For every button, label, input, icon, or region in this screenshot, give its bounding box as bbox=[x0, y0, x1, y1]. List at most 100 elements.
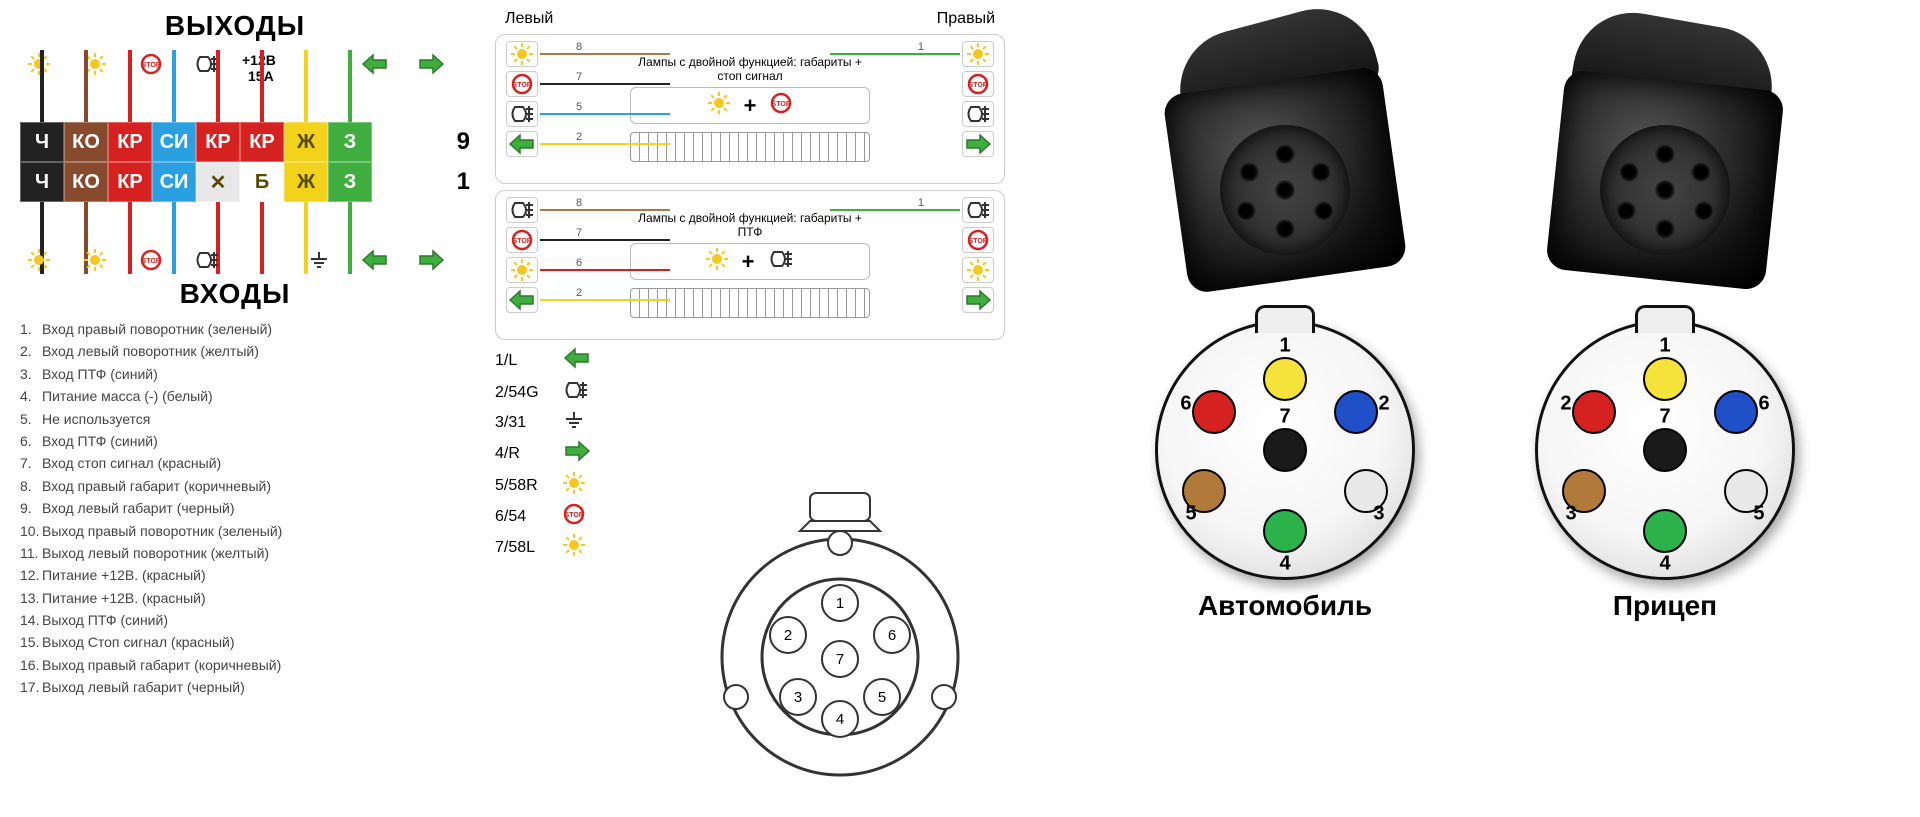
pin-hole bbox=[1239, 162, 1259, 182]
arrow-green-icon bbox=[356, 248, 394, 272]
lamp-box-1: +STOP bbox=[630, 87, 870, 124]
pinout-trailer: 1654327 Прицеп bbox=[1525, 320, 1805, 622]
stop-red-icon: STOP bbox=[506, 227, 538, 253]
pin-hole bbox=[1694, 201, 1714, 221]
pin-label: 7/58L bbox=[495, 539, 549, 557]
plug-photo bbox=[1505, 40, 1825, 300]
wire-num: 7 bbox=[576, 71, 582, 83]
svg-text:5: 5 bbox=[878, 689, 886, 706]
pin-number: 5 bbox=[1185, 502, 1196, 525]
sun-yellow-icon bbox=[962, 257, 994, 283]
legend-item: 16.Выход правый габарит (коричневый) bbox=[20, 654, 450, 676]
svg-text:4: 4 bbox=[836, 711, 844, 728]
legend-item: 8.Вход правый габарит (коричневый) bbox=[20, 475, 450, 497]
legend-item: 15.Выход Стоп сигнал (красный) bbox=[20, 631, 450, 653]
wire-num: 6 bbox=[576, 257, 582, 269]
wire-cell: Ж bbox=[284, 122, 328, 162]
pin-number: 1 bbox=[1659, 334, 1670, 357]
legend-item: 2.Вход левый поворотник (желтый) bbox=[20, 340, 450, 362]
wire-cell: З bbox=[328, 122, 372, 162]
panel-wiring-schematic: Левый Правый STOP Лампы с двойной функци… bbox=[470, 0, 1030, 817]
lamp-box-2: + bbox=[630, 243, 870, 280]
label-trailer: Прицеп bbox=[1525, 590, 1805, 622]
pin-hole bbox=[1236, 201, 1256, 221]
wire bbox=[540, 143, 670, 145]
wire-cell: Б bbox=[240, 162, 284, 202]
wire bbox=[540, 209, 670, 211]
pin-dot bbox=[1263, 357, 1307, 401]
wire-row-bottom: ЧКОКРСИ✕БЖЗ1 bbox=[20, 162, 450, 202]
wire-num: 2 bbox=[576, 131, 582, 143]
legend-item: 6.Вход ПТФ (синий) bbox=[20, 430, 450, 452]
wire-cell: КО bbox=[64, 162, 108, 202]
wire-num: 1 bbox=[918, 41, 924, 53]
legend-item: 12.Питание +12В. (красный) bbox=[20, 564, 450, 586]
wire-cell: Ж bbox=[284, 162, 328, 202]
arrow-green-icon bbox=[506, 287, 538, 313]
pin-hole bbox=[1655, 144, 1675, 164]
wire-num: 8 bbox=[576, 197, 582, 209]
stop-red-icon: STOP bbox=[563, 503, 585, 530]
wire-cell: СИ bbox=[152, 162, 196, 202]
wire-cell: ✕ bbox=[196, 162, 240, 202]
photo-row bbox=[1125, 40, 1825, 300]
rownum-top: 9 bbox=[457, 128, 470, 156]
legend-item: 17.Выход левый габарит (черный) bbox=[20, 676, 450, 698]
sun-yellow-icon bbox=[506, 257, 538, 283]
arrow-green-r-icon bbox=[412, 248, 450, 272]
pin-legend-row: 4/R bbox=[495, 439, 1005, 468]
stop-red-icon: STOP bbox=[506, 71, 538, 97]
pin-hole bbox=[1655, 180, 1675, 200]
svg-text:1: 1 bbox=[836, 595, 844, 612]
pin-number: 3 bbox=[1565, 502, 1576, 525]
arrow-green-r-icon bbox=[962, 287, 994, 313]
svg-text:STOP: STOP bbox=[513, 82, 532, 89]
fog-icon bbox=[188, 249, 226, 271]
wire bbox=[540, 113, 670, 115]
fog-icon bbox=[962, 101, 994, 127]
legend-item: 3.Вход ПТФ (синий) bbox=[20, 363, 450, 385]
legend-item: 1.Вход правый поворотник (зеленый) bbox=[20, 318, 450, 340]
gnd-icon bbox=[300, 250, 338, 270]
sun-yellow-icon bbox=[76, 249, 114, 271]
plus-2: + bbox=[742, 249, 755, 275]
title-outputs: ВЫХОДЫ bbox=[20, 10, 450, 42]
fog-icon bbox=[563, 379, 589, 406]
pin-number: 4 bbox=[1659, 553, 1670, 576]
stop-red-icon: STOP bbox=[962, 71, 994, 97]
legend-item: 9.Вход левый габарит (черный) bbox=[20, 497, 450, 519]
arrow-green-icon bbox=[506, 131, 538, 157]
wire bbox=[830, 53, 960, 55]
title-inputs: ВХОДЫ bbox=[20, 278, 450, 310]
stop-red-icon: STOP bbox=[962, 227, 994, 253]
svg-text:STOP: STOP bbox=[513, 238, 532, 245]
pin-label: 1/L bbox=[495, 352, 549, 370]
wire bbox=[540, 269, 670, 271]
wire-cell: СИ bbox=[152, 122, 196, 162]
wire-row-top: ЧКОКРСИКРКРЖЗ9 bbox=[20, 122, 450, 162]
pin-number: 7 bbox=[1659, 405, 1670, 428]
wire-cell: Ч bbox=[20, 162, 64, 202]
sun-yellow-icon bbox=[563, 472, 585, 499]
pin-label: 4/R bbox=[495, 445, 549, 463]
wiring-box-fog: STOP Лампы с двойной функцией: габариты … bbox=[495, 190, 1005, 340]
svg-text:STOP: STOP bbox=[142, 258, 161, 265]
pin-dot bbox=[1643, 509, 1687, 553]
legend-item: 4.Питание масса (-) (белый) bbox=[20, 385, 450, 407]
svg-text:7: 7 bbox=[836, 651, 844, 668]
ann-12v: +12В bbox=[242, 52, 276, 68]
pin-dot bbox=[1643, 428, 1687, 472]
pin-number: 6 bbox=[1758, 393, 1769, 416]
wire-num: 8 bbox=[576, 41, 582, 53]
svg-text:STOP: STOP bbox=[772, 101, 791, 108]
pin-dot bbox=[1334, 390, 1378, 434]
pin-hole bbox=[1314, 201, 1334, 221]
wire-num: 7 bbox=[576, 227, 582, 239]
svg-text:STOP: STOP bbox=[969, 82, 988, 89]
pin-hole bbox=[1655, 219, 1675, 239]
pin-hole bbox=[1275, 219, 1295, 239]
pin-number: 4 bbox=[1279, 553, 1290, 576]
pin-number: 3 bbox=[1373, 502, 1384, 525]
pin-hole bbox=[1616, 201, 1636, 221]
conn-strip-1 bbox=[630, 132, 870, 162]
